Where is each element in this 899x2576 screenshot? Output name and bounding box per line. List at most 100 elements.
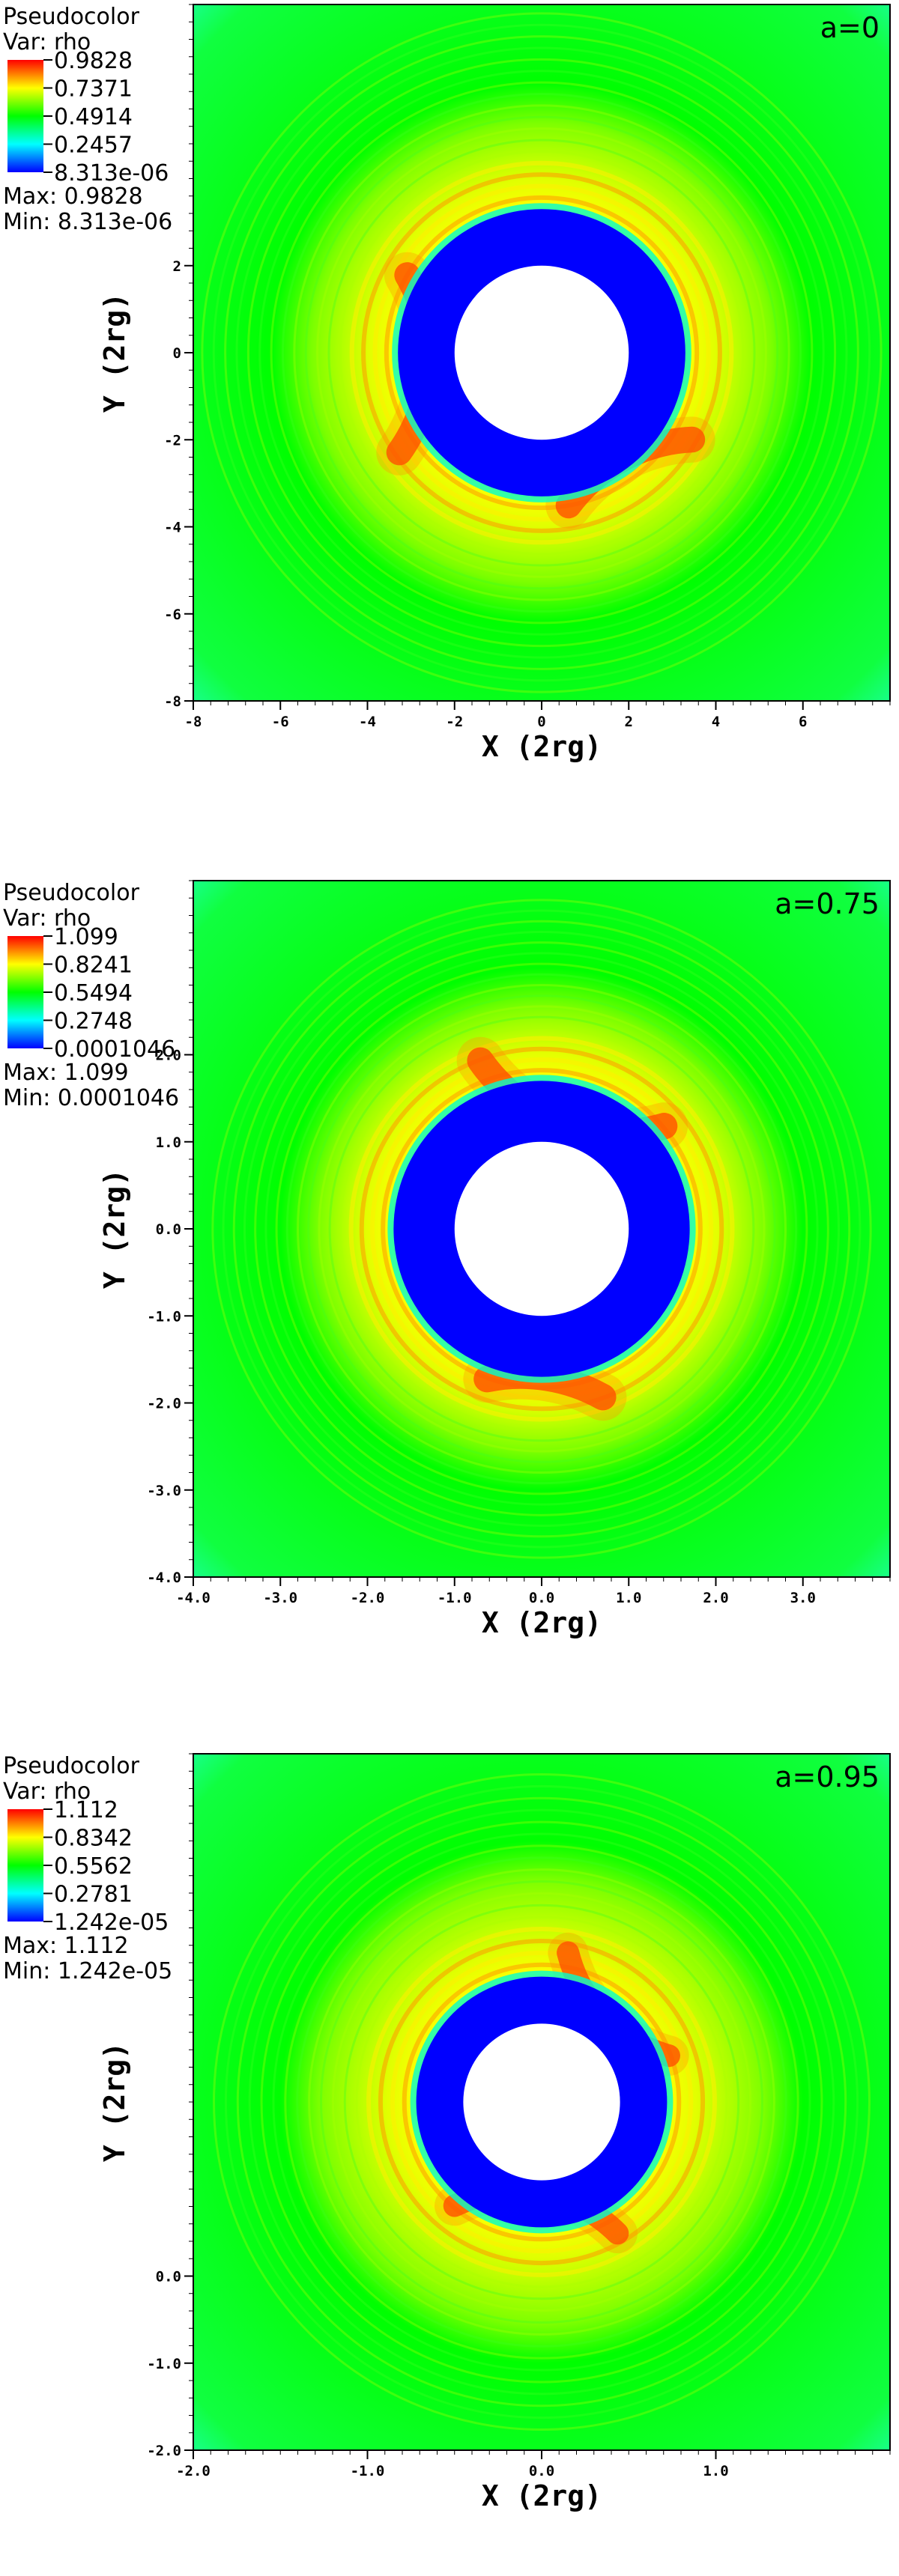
- density-ring: [390, 1950, 694, 2254]
- density-ring: [258, 70, 825, 636]
- legend-title: Pseudocolor: [3, 880, 140, 906]
- y-axis-title: Y (2rg): [98, 2042, 131, 2162]
- y-tick-label: -3.0: [147, 1483, 181, 1499]
- density-ring: [359, 1046, 724, 1412]
- legend-max: Max: 0.9828: [3, 183, 143, 210]
- density-ring: [307, 994, 776, 1463]
- y-tick-label: -2.0: [147, 2443, 181, 2459]
- density-ring: [264, 952, 819, 1506]
- x-axis-title: X (2rg): [482, 1606, 602, 1639]
- density-ring: [328, 1015, 755, 1442]
- colorbar: [7, 60, 43, 172]
- x-tick-label: -8: [185, 714, 202, 730]
- central-hole: [454, 265, 629, 440]
- x-tick-label: 4: [712, 714, 720, 730]
- density-ring: [297, 984, 787, 1474]
- x-tick-label: -6: [272, 714, 289, 730]
- colorbar-tick-label: 0.2748: [54, 1009, 133, 1035]
- density-ring: [320, 1880, 763, 2324]
- chart-svg: -2.0 -1.0 0.0 1.0-2.0-1.00.0X (2rg)Y (2rg)a…: [3, 1753, 891, 2512]
- density-ring: [285, 973, 798, 1485]
- y-tick-label: 0.0: [156, 2269, 181, 2285]
- density-ring: [246, 58, 837, 648]
- density-ring: [243, 930, 841, 1528]
- y-tick-label: 1.0: [156, 1134, 181, 1151]
- x-tick-label: 6: [799, 714, 807, 730]
- density-ring: [272, 1832, 811, 2372]
- density-ring: [384, 195, 700, 511]
- x-tick-label: -4.0: [176, 1590, 211, 1606]
- legend-max: Max: 1.112: [3, 1933, 129, 1959]
- x-tick-label: 1.0: [616, 1590, 641, 1606]
- spin-label: a=0: [820, 11, 880, 44]
- legend-variable: Var: rho: [3, 29, 91, 55]
- y-axis-title: Y (2rg): [98, 1169, 131, 1289]
- plot-area: [193, 1754, 890, 2450]
- plot-area: [193, 4, 890, 701]
- x-tick-label: 2: [625, 714, 633, 730]
- density-ring: [339, 150, 745, 556]
- legend-title: Pseudocolor: [3, 4, 140, 30]
- density-ring: [211, 899, 872, 1559]
- density-ring: [402, 1962, 682, 2242]
- colorbar-tick-label: 0.8241: [54, 953, 133, 979]
- density-ring: [372, 183, 711, 522]
- x-tick-label: -3.0: [263, 1590, 297, 1606]
- x-tick-label: -4: [359, 714, 376, 730]
- chart-svg: -4.0 -3.0 -2.0 -1.0 0.0 1.0 2.0 3.0 -4.0 -3.0 -2.0…: [3, 880, 891, 1639]
- y-tick-label: -6: [164, 607, 181, 623]
- legend-min: Min: 1.242e-05: [3, 1958, 172, 1984]
- y-axis-title: Y (2rg): [98, 293, 131, 413]
- density-ring: [355, 1916, 728, 2288]
- x-tick-label: 0.0: [529, 2463, 554, 2479]
- y-tick-label: -4: [164, 520, 181, 536]
- density-ring: [224, 35, 859, 670]
- density-ring: [327, 139, 756, 567]
- density-plot-a0: -8 -6 -4 -2 0 2 4 6 -8 -6 -4 -2 0 2 X (2rg) Y (2rg) a=0 P…: [0, 0, 899, 839]
- central-hole: [454, 1141, 629, 1316]
- y-tick-label: -2: [164, 432, 181, 449]
- plot-area: [193, 881, 890, 1577]
- density-ring: [296, 1856, 787, 2348]
- density-ring: [343, 1904, 740, 2300]
- x-axis-title: X (2rg): [482, 730, 602, 763]
- y-tick-label: -2.0: [147, 1396, 181, 1412]
- legend-variable: Var: rho: [3, 905, 91, 932]
- density-ring: [378, 1938, 706, 2266]
- x-tick-label: -1.0: [438, 1590, 472, 1606]
- y-tick-label: -1.0: [147, 2356, 181, 2372]
- colorbar-tick-label: 0.0001046: [54, 1036, 175, 1063]
- y-tick-label: 2.0: [156, 1048, 181, 1064]
- density-plot-a095: -2.0 -1.0 0.0 1.0 -2.0 -1.0 0.0 X (2rg) Y (2rg) a…: [0, 1737, 899, 2576]
- density-ring: [281, 92, 802, 613]
- colorbar: [7, 1809, 43, 1922]
- y-tick-label: 2: [173, 258, 181, 275]
- density-ring: [224, 1784, 859, 2419]
- colorbar-tick-label: 0.2457: [54, 133, 133, 159]
- density-ring: [254, 941, 829, 1516]
- legend-max: Max: 1.099: [3, 1060, 129, 1086]
- colorbar-tick-label: 8.313e-06: [54, 160, 169, 186]
- density-ring: [232, 920, 851, 1538]
- colorbar-tick-label: 0.2781: [54, 1882, 133, 1908]
- density-ring: [339, 1026, 745, 1432]
- colorbar-tick-label: 1.242e-05: [54, 1910, 169, 1936]
- density-ring: [248, 1808, 835, 2396]
- density-ring: [361, 172, 722, 533]
- chart-svg: -8 -6 -4 -2 0 2 4 6 -8 -6 -4 -2 0 2 X (2rg) Y (2rg) a=0 P…: [3, 4, 891, 763]
- colorbar-tick-label: 0.5562: [54, 1853, 133, 1880]
- legend-min: Min: 0.0001046: [3, 1085, 179, 1111]
- density-ring: [304, 115, 779, 590]
- density-ring: [213, 1773, 871, 2431]
- x-axis-title: X (2rg): [482, 2479, 602, 2512]
- density-ring: [260, 1820, 823, 2384]
- x-tick-label: 0.0: [529, 1590, 554, 1606]
- y-tick-label: 0.0: [156, 1221, 181, 1238]
- colorbar-tick-label: 1.112: [54, 1797, 118, 1823]
- density-ring: [236, 1796, 847, 2408]
- density-ring: [275, 962, 808, 1495]
- density-ring: [235, 46, 848, 659]
- y-tick-label: -4.0: [147, 1570, 181, 1586]
- density-ring: [222, 909, 862, 1549]
- x-tick-label: -1.0: [351, 2463, 385, 2479]
